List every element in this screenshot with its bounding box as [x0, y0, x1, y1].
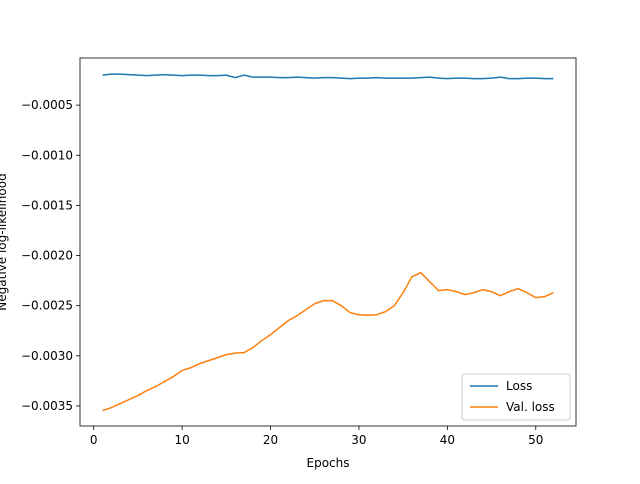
x-tick-label: 50: [528, 433, 543, 447]
y-tick-label: −0.0035: [21, 399, 73, 413]
legend-label: Val. loss: [506, 400, 555, 414]
x-tick-label: 0: [90, 433, 98, 447]
legend: Loss Val. loss: [461, 373, 571, 421]
y-tick-label: −0.0015: [21, 198, 73, 212]
x-axis-label: Epochs: [307, 456, 350, 470]
y-tick-label: −0.0010: [21, 148, 73, 162]
y-tick-label: −0.0020: [21, 249, 73, 263]
y-tick-label: −0.0030: [21, 349, 73, 363]
x-tick-label: 30: [351, 433, 366, 447]
line-series: [102, 271, 554, 412]
y-tick-label: −0.0005: [21, 98, 73, 112]
x-tick-label: 20: [263, 433, 278, 447]
y-tick-label: −0.0025: [21, 299, 73, 313]
x-tick-label: 10: [174, 433, 189, 447]
line-series: [102, 73, 554, 80]
y-axis-label: Negative log-likelihood: [0, 173, 9, 310]
axes-frame: [79, 57, 577, 427]
x-tick-label: 40: [440, 433, 455, 447]
legend-label: Loss: [506, 379, 532, 393]
